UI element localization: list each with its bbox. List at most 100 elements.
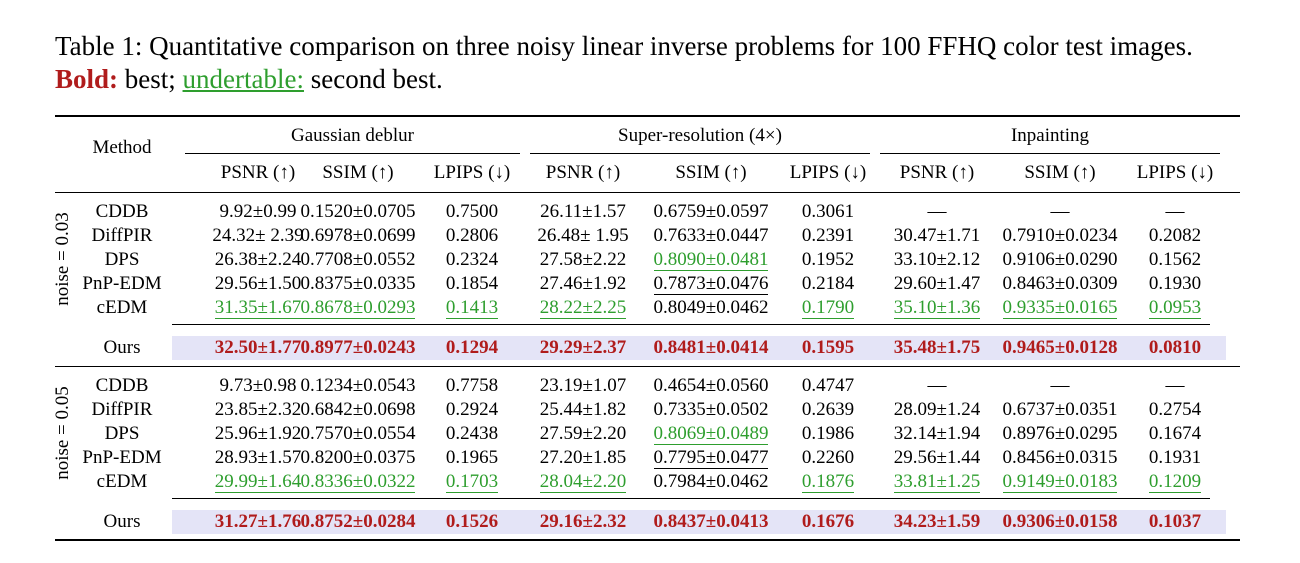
table-cell: 29.56±1.50 <box>158 272 358 296</box>
table-cell-text: 0.7570±0.0554 <box>300 423 416 444</box>
table-cell: 0.7570±0.0554 <box>258 422 458 446</box>
table-cell-text: 0.2260 <box>801 447 855 468</box>
table-cell-text: 0.1790 <box>801 297 855 319</box>
metric-header-3: PSNR (↑) <box>483 161 683 185</box>
table-cell-best: 0.1037 <box>1075 510 1275 534</box>
table-cell: 0.2754 <box>1075 398 1275 422</box>
table-cell-text: 29.56±1.44 <box>893 447 981 468</box>
table-cell-text: 0.1930 <box>1148 273 1202 294</box>
metric-header-4: SSIM (↑) <box>611 161 811 185</box>
table-cell-text: 0.2082 <box>1148 225 1202 246</box>
table-cell-best-text: 0.1037 <box>1148 511 1202 532</box>
table-cell-text: 25.96±1.92 <box>214 423 302 444</box>
method-name: DiffPIR <box>22 224 222 248</box>
table-cell: 0.8200±0.0375 <box>258 446 458 470</box>
table-cell: 0.7500 <box>372 200 572 224</box>
method-name: CDDB <box>22 200 222 224</box>
table-cell: 0.1986 <box>728 422 928 446</box>
table-cell-best: 0.8752±0.0284 <box>258 510 458 534</box>
metric-header-0: PSNR (↑) <box>158 161 358 185</box>
table-cell-best-text: 32.50±1.77 <box>214 337 302 358</box>
table-cell: 30.47±1.71 <box>837 224 1037 248</box>
table-cell: 0.4747 <box>728 374 928 398</box>
table-cell-text: 0.8049±0.0462 <box>653 297 769 318</box>
table-cell: 0.8069±0.0489 <box>611 422 811 446</box>
ours-row-highlight <box>172 510 1226 534</box>
table-cell-text: 0.9335±0.0165 <box>1002 297 1118 319</box>
table-cell: 23.85±2.32 <box>158 398 358 422</box>
table-cell-best: 0.8977±0.0243 <box>258 336 458 360</box>
method-name: PnP-EDM <box>22 446 222 470</box>
table-cell: 0.1562 <box>1075 248 1275 272</box>
group-header-0-text: Gaussian deblur <box>291 125 414 146</box>
table-cell: 0.9106±0.0290 <box>960 248 1160 272</box>
table-cell: 0.1931 <box>1075 446 1275 470</box>
table-cell: 27.46±1.92 <box>483 272 683 296</box>
table-cell-text: 0.1413 <box>445 297 499 319</box>
table-cell: 35.10±1.36 <box>837 296 1037 320</box>
table-cell: — <box>1075 374 1275 398</box>
table-cell: 29.60±1.47 <box>837 272 1037 296</box>
table-cell-text: 26.38±2.24 <box>214 249 302 270</box>
table-cell: — <box>837 200 1037 224</box>
table-cell-text: 27.46±1.92 <box>539 273 627 294</box>
table-cell-text: 27.20±1.85 <box>539 447 627 468</box>
table-cell-text: 0.4747 <box>801 375 855 396</box>
top-rule <box>55 115 1240 117</box>
table-cell-text: 0.1562 <box>1148 249 1202 270</box>
table-cell-text: 27.58±2.22 <box>539 249 627 270</box>
table-cell-text: 0.1234±0.0543 <box>300 375 416 396</box>
table-cell-text: — <box>927 201 947 222</box>
table-cell: 26.38±2.24 <box>158 248 358 272</box>
method-name: CDDB <box>22 374 222 398</box>
metric-header-3-text: PSNR (↑) <box>545 162 621 183</box>
bottom-rule <box>55 539 1240 541</box>
table-cell: 0.1520±0.0705 <box>258 200 458 224</box>
table-cell-text: 26.48± 1.95 <box>537 225 629 246</box>
table-cell-best-text: 0.1595 <box>801 337 855 358</box>
table-cell: 0.7633±0.0447 <box>611 224 811 248</box>
table-cell: 0.2324 <box>372 248 572 272</box>
metric-header-2-text: LPIPS (↓) <box>433 162 511 183</box>
table-cell-text: 32.14±1.94 <box>893 423 981 444</box>
table-cell: 28.09±1.24 <box>837 398 1037 422</box>
group-underline-0 <box>185 153 520 154</box>
table-cell-best-text: 0.1676 <box>801 511 855 532</box>
table-cell-best-text: 35.48±1.75 <box>893 337 981 358</box>
group-header-1-text: Super-resolution (4×) <box>618 125 782 146</box>
table-cell-best-text: 31.27±1.76 <box>214 511 302 532</box>
method-name: DPS <box>22 422 222 446</box>
table-cell: 0.1413 <box>372 296 572 320</box>
table-cell-text: 28.93±1.57 <box>214 447 302 468</box>
table-cell-best: 0.1676 <box>728 510 928 534</box>
table-cell: 0.8463±0.0309 <box>960 272 1160 296</box>
metric-header-7-text: SSIM (↑) <box>1024 162 1096 183</box>
table-cell-text: 0.8976±0.0295 <box>1002 423 1118 444</box>
metric-header-5: LPIPS (↓) <box>728 161 928 185</box>
table-cell: 0.8375±0.0335 <box>258 272 458 296</box>
table-cell: 0.2924 <box>372 398 572 422</box>
table-cell-text: 0.1674 <box>1148 423 1202 444</box>
table-cell-text: 0.7758 <box>445 375 499 396</box>
table-cell-text: — <box>1050 375 1070 396</box>
table-cell: 26.11±1.57 <box>483 200 683 224</box>
table-cell-text: 30.47±1.71 <box>893 225 981 246</box>
table-cell-text: 0.7708±0.0552 <box>300 249 416 270</box>
method-name-text: DiffPIR <box>91 225 153 246</box>
table-cell: 27.58±2.22 <box>483 248 683 272</box>
table-cell-text: 29.56±1.50 <box>214 273 302 294</box>
table-cell: 0.2082 <box>1075 224 1275 248</box>
table-cell: — <box>837 374 1037 398</box>
method-name-text: PnP-EDM <box>82 447 162 468</box>
table-cell: 0.1790 <box>728 296 928 320</box>
group-underline-2 <box>880 153 1220 154</box>
table-cell: 0.7873±0.0476 <box>611 272 811 296</box>
table-cell: 25.44±1.82 <box>483 398 683 422</box>
metric-header-0-text: PSNR (↑) <box>220 162 296 183</box>
table-cell-text: 0.8069±0.0489 <box>653 423 769 445</box>
table-cell-best: 0.1526 <box>372 510 572 534</box>
table-cell: 0.1209 <box>1075 470 1275 494</box>
table-cell: 0.1952 <box>728 248 928 272</box>
metric-header-1: SSIM (↑) <box>258 161 458 185</box>
table-cell-text: 0.1965 <box>445 447 499 468</box>
